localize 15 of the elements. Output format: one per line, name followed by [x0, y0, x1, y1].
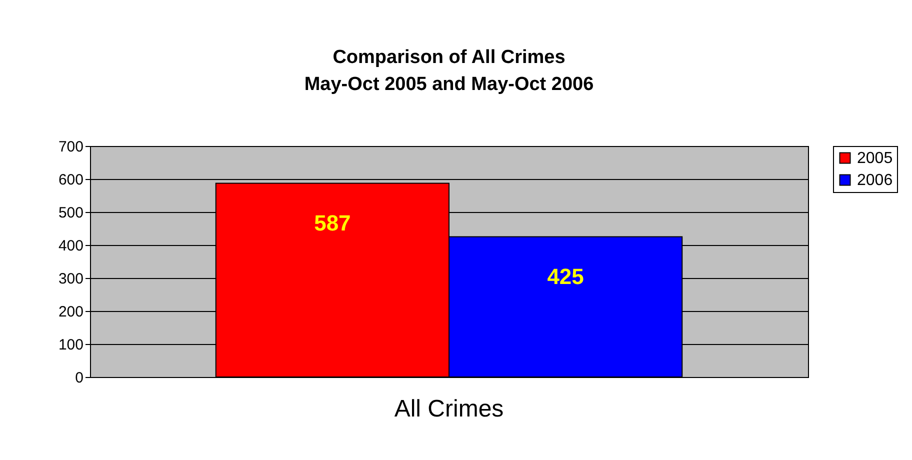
x-tick-label: All Crimes — [394, 396, 504, 422]
y-tick-label: 0 — [75, 370, 84, 386]
y-tick-label: 700 — [58, 138, 84, 156]
y-tick-label: 600 — [58, 172, 84, 188]
chart-subtitle: May-Oct 2005 and May-Oct 2006 — [304, 74, 594, 95]
y-tick-label: 500 — [58, 204, 84, 222]
y-tick-label: 100 — [58, 336, 84, 354]
y-tick-label: 300 — [58, 270, 84, 288]
chart-title: Comparison of All Crimes — [332, 47, 566, 68]
data-label: 425 — [547, 264, 584, 289]
legend-label: 2005 — [857, 150, 893, 167]
data-label: 587 — [314, 210, 351, 236]
legend-label: 2006 — [857, 172, 893, 189]
y-tick-label: 200 — [58, 304, 84, 320]
y-tick-label: 400 — [58, 238, 84, 254]
